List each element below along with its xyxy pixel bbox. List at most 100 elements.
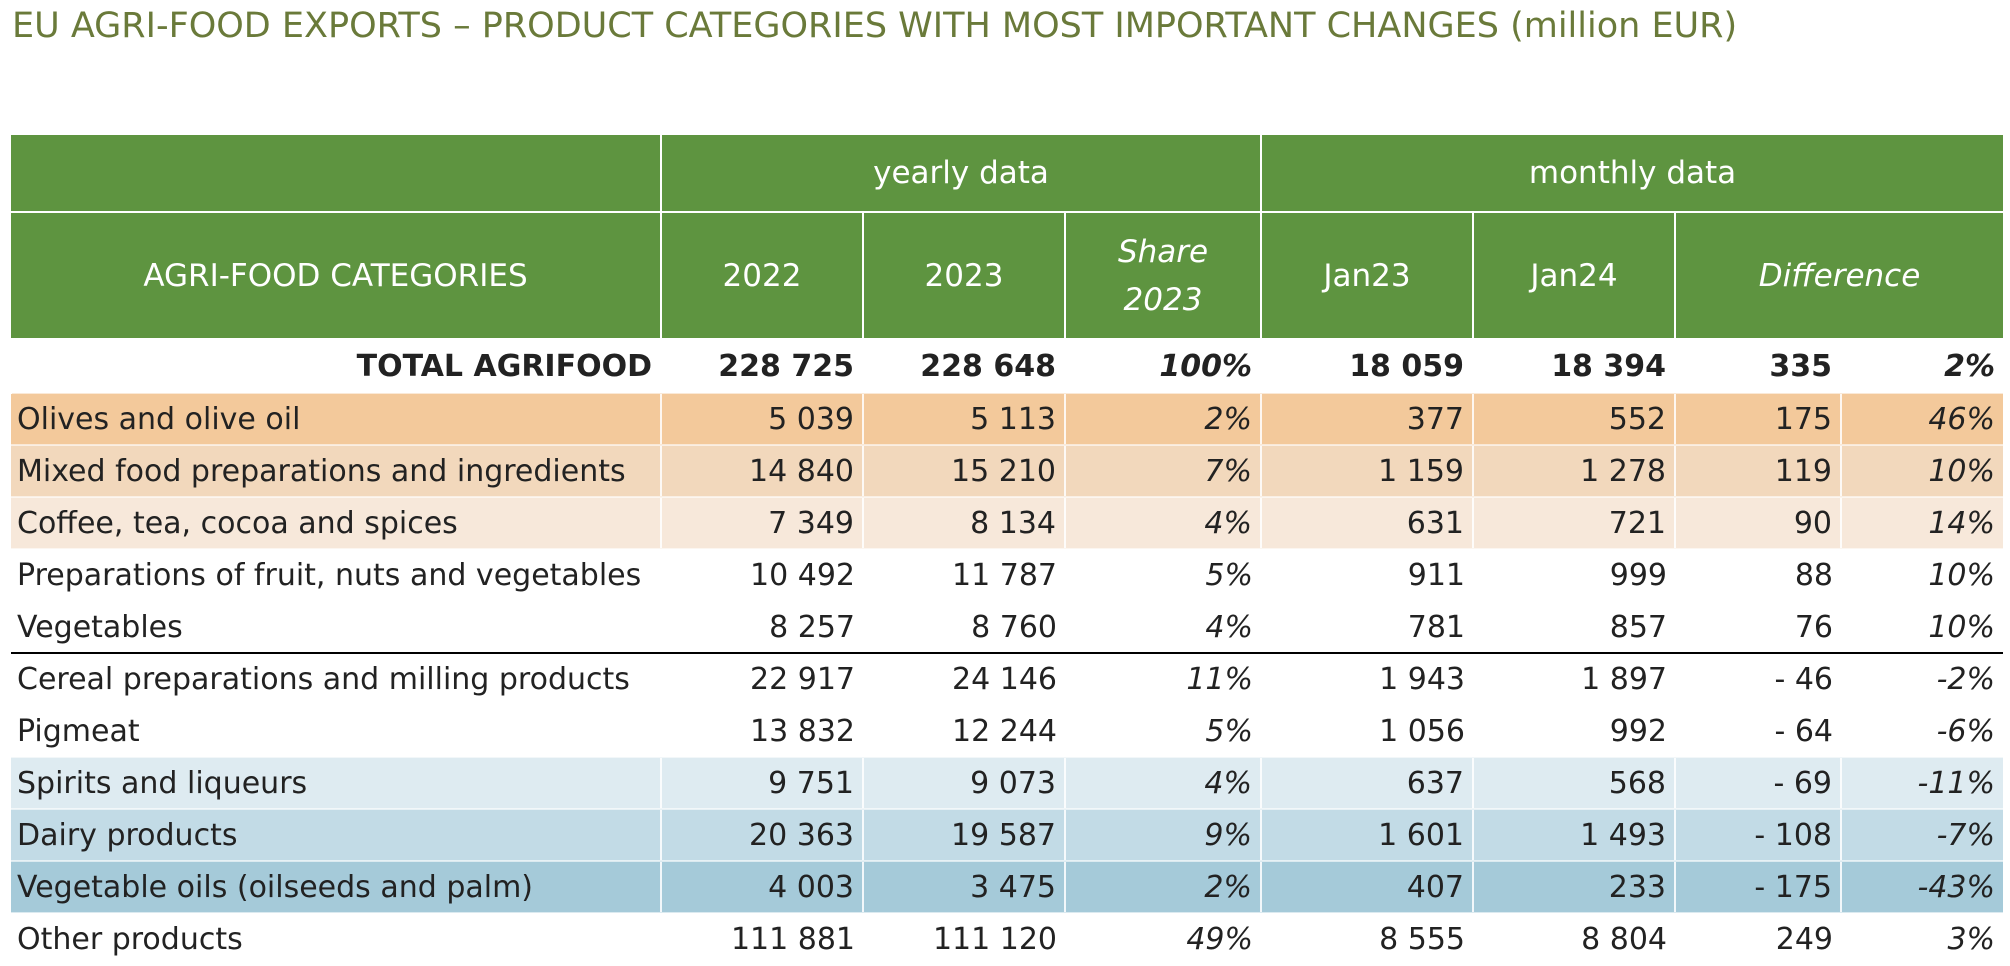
difference-pct: -2%	[1841, 653, 2004, 706]
value-2022: 22 917	[661, 653, 863, 706]
value-2022: 4 003	[660, 861, 863, 914]
difference: 119	[1674, 445, 1842, 498]
share-2023: 7%	[1063, 445, 1262, 498]
value-2022: 9 751	[660, 757, 863, 810]
header-share-line2: 2023	[1123, 281, 1203, 318]
header-share-2023: Share 2023	[1063, 212, 1262, 340]
value-jan23: 1 601	[1260, 809, 1474, 862]
table-row: Pigmeat 13 832 12 244 5% 1 056 992- 64 -6%	[11, 705, 2004, 758]
table-row: Vegetable oils (oilseeds and palm) 4 003 3…	[11, 861, 2004, 914]
difference: 88	[1675, 549, 1842, 602]
difference-pct: 46%	[1840, 393, 2004, 446]
value-jan24: 8 804	[1473, 913, 1676, 966]
share-2023: 2%	[1063, 393, 1262, 446]
difference-pct: 3%	[1841, 913, 2004, 966]
difference-pct: -11%	[1840, 757, 2004, 810]
value-2023: 24 146	[863, 653, 1065, 706]
value-2022: 10 492	[661, 549, 863, 602]
difference-pct: -6%	[1841, 705, 2004, 758]
total-2022: 228 725	[660, 339, 863, 394]
category-cell: Olives and olive oil	[11, 393, 661, 446]
header-2023: 2023	[862, 212, 1065, 340]
difference: 175	[1674, 393, 1842, 446]
difference-pct: -7%	[1840, 809, 2004, 862]
value-jan23: 1 943	[1261, 653, 1474, 706]
value-jan23: 377	[1260, 393, 1474, 446]
value-2023: 19 587	[862, 809, 1065, 862]
total-difference-pct: 2%	[1840, 339, 2004, 394]
category-cell: Mixed food preparations and ingredients	[11, 445, 661, 498]
category-cell: Cereal preparations and milling products	[11, 653, 661, 706]
difference: 76	[1675, 601, 1842, 654]
header-categories: AGRI-FOOD CATEGORIES	[11, 212, 661, 340]
value-jan23: 781	[1261, 601, 1474, 654]
value-jan24: 857	[1473, 601, 1676, 654]
value-2022: 13 832	[661, 705, 863, 758]
header-share-line1: Share	[1117, 233, 1209, 270]
category-cell: Vegetables	[11, 601, 661, 654]
value-2023: 111 120	[863, 913, 1065, 966]
total-jan24: 18 394	[1472, 339, 1676, 394]
header-jan23: Jan23	[1260, 212, 1474, 340]
category-cell: Other products	[11, 913, 661, 966]
value-2023: 12 244	[863, 705, 1065, 758]
value-jan23: 1 159	[1260, 445, 1474, 498]
share-2023: 49%	[1065, 913, 1262, 966]
value-2023: 5 113	[862, 393, 1065, 446]
value-2023: 3 475	[862, 861, 1065, 914]
value-2022: 7 349	[660, 497, 863, 550]
difference: - 108	[1674, 809, 1842, 862]
category-cell: Spirits and liqueurs	[11, 757, 661, 810]
share-2023: 9%	[1063, 809, 1262, 862]
value-jan23: 911	[1261, 549, 1474, 602]
value-2023: 8 760	[863, 601, 1065, 654]
category-cell: Preparations of fruit, nuts and vegetabl…	[11, 549, 661, 602]
difference-pct: -43%	[1840, 861, 2004, 914]
difference: 90	[1674, 497, 1842, 550]
value-jan24: 1 897	[1473, 653, 1676, 706]
share-2023: 4%	[1063, 497, 1262, 550]
value-2023: 8 134	[862, 497, 1065, 550]
share-2023: 4%	[1065, 601, 1262, 654]
value-jan24: 233	[1472, 861, 1676, 914]
share-2023: 5%	[1065, 549, 1262, 602]
category-cell: Coffee, tea, cocoa and spices	[11, 497, 661, 550]
value-jan24: 568	[1472, 757, 1676, 810]
header-blank	[11, 135, 661, 213]
table-row: Preparations of fruit, nuts and vegetabl…	[11, 549, 2004, 602]
header-difference: Difference	[1674, 212, 2004, 340]
category-cell: Vegetable oils (oilseeds and palm)	[11, 861, 661, 914]
difference-pct: 10%	[1840, 445, 2004, 498]
value-2022: 111 881	[661, 913, 863, 966]
value-jan24: 721	[1472, 497, 1676, 550]
table-row: Mixed food preparations and ingredients 1…	[11, 445, 2004, 498]
value-jan24: 992	[1473, 705, 1676, 758]
agrifood-table: yearly data monthly data AGRI-FOOD CATEG…	[10, 135, 2004, 966]
share-2023: 2%	[1063, 861, 1262, 914]
header-2022: 2022	[660, 212, 863, 340]
table-row: Other products 111 881 111 120 49% 8 555 8 80…	[11, 913, 2004, 966]
table-row: Dairy products 20 363 19 587 9% 1 601 1 493- …	[11, 809, 2004, 862]
difference-pct: 10%	[1841, 549, 2004, 602]
difference: 249	[1675, 913, 1842, 966]
value-2023: 15 210	[862, 445, 1065, 498]
value-jan24: 999	[1473, 549, 1676, 602]
category-cell: Dairy products	[11, 809, 661, 862]
total-label: TOTAL AGRIFOOD	[10, 339, 661, 394]
value-jan23: 631	[1260, 497, 1474, 550]
value-jan24: 1 278	[1472, 445, 1676, 498]
difference-pct: 14%	[1840, 497, 2004, 550]
value-jan23: 637	[1260, 757, 1474, 810]
table-row: Coffee, tea, cocoa and spices 7 349 8 134 4…	[11, 497, 2004, 550]
header-monthly-data: monthly data	[1260, 135, 2004, 213]
difference: - 64	[1675, 705, 1842, 758]
table-row: Cereal preparations and milling products…	[11, 653, 2004, 706]
difference: - 175	[1674, 861, 1842, 914]
difference: - 46	[1675, 653, 1842, 706]
value-2022: 20 363	[660, 809, 863, 862]
header-jan24: Jan24	[1472, 212, 1676, 340]
total-jan23: 18 059	[1260, 339, 1474, 394]
table-row: Spirits and liqueurs 9 751 9 073 4% 637 568- …	[11, 757, 2004, 810]
value-jan23: 1 056	[1261, 705, 1474, 758]
value-jan24: 552	[1472, 393, 1676, 446]
